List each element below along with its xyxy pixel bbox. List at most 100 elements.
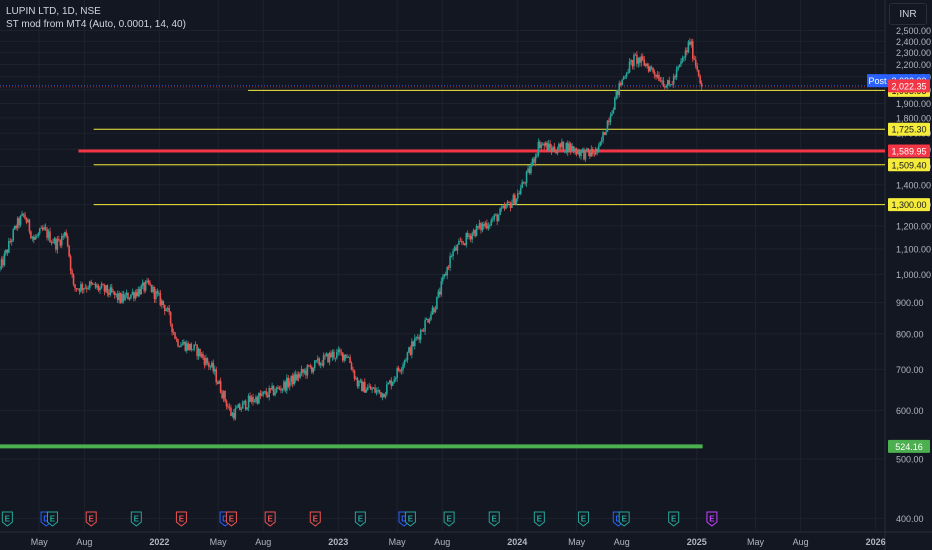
earnings-event-marker[interactable]: E [46, 511, 58, 527]
candle-body [409, 347, 412, 355]
candle-body [18, 218, 20, 226]
candle-body [337, 349, 340, 352]
horizontal-levels[interactable] [0, 85, 885, 449]
symbol-title[interactable]: LUPIN LTD, 1D, NSE [6, 6, 101, 17]
candle-body [497, 215, 500, 222]
candle-body [671, 83, 674, 85]
candle-body [137, 288, 140, 297]
candle-body [228, 406, 231, 408]
earnings-event-marker[interactable]: E [577, 511, 589, 527]
event-marker-glyph: E [50, 515, 56, 524]
earnings-event-marker[interactable]: E [309, 511, 321, 527]
candle-body [71, 270, 73, 275]
candle-body [255, 396, 257, 402]
candle-body [396, 367, 398, 379]
candle-body [12, 229, 15, 241]
candle-body [684, 50, 687, 58]
candle-body [421, 330, 423, 332]
event-marker-shape [309, 511, 321, 527]
event-marker-shape [533, 511, 545, 527]
earnings-event-marker[interactable]: E [264, 511, 276, 527]
candle-body [91, 283, 94, 285]
candle-body [268, 388, 270, 397]
event-marker-glyph: E [134, 515, 140, 524]
candle-body [8, 241, 10, 253]
earnings-event-marker[interactable]: E [85, 511, 97, 527]
candle-body [637, 57, 640, 64]
candle-body [124, 295, 126, 301]
candle-body [183, 341, 185, 344]
candle-body [108, 292, 110, 295]
earnings-event-marker[interactable]: E [443, 511, 455, 527]
candle-body [118, 293, 120, 301]
earnings-event-marker[interactable]: E [668, 511, 680, 527]
post-tag-bg [867, 74, 888, 88]
candle-body [486, 223, 488, 229]
candle-body [594, 148, 597, 155]
candle-body [531, 158, 534, 166]
candle-body [546, 142, 548, 152]
candle-body [143, 282, 145, 291]
indicator-title[interactable]: ST mod from MT4 (Auto, 0.0001, 14, 40) [6, 19, 186, 30]
candle-body [383, 393, 385, 398]
event-marker-glyph: E [671, 515, 677, 524]
candle-body [518, 193, 521, 195]
candle-body [275, 387, 278, 393]
earnings-event-marker[interactable]: E [533, 511, 545, 527]
candle-body [390, 380, 393, 386]
earnings-event-marker[interactable]: E [488, 511, 500, 527]
candle-body [103, 285, 106, 292]
y-tick-label: 1,200.00 [896, 221, 931, 231]
candles[interactable] [0, 38, 703, 421]
earnings-event-marker[interactable]: E [175, 511, 187, 527]
candle-body [444, 274, 447, 276]
time-axis[interactable]: May Aug 2022 May Aug 2023 May Aug 2024 May Aug 2025… [31, 537, 886, 547]
candle-body [6, 249, 9, 253]
candle-body [490, 219, 493, 226]
candle-body [253, 401, 256, 403]
x-tick-label: Aug [255, 537, 271, 547]
candle-body [380, 392, 382, 398]
candle-body [480, 223, 482, 231]
candle-body [25, 218, 28, 223]
candle-body [503, 205, 506, 209]
candle-body [171, 323, 173, 333]
candle-body [439, 291, 441, 295]
earnings-event-marker[interactable]: E [1, 511, 13, 527]
candle-body [83, 288, 85, 290]
candle-body [456, 244, 459, 251]
candle-body [359, 380, 362, 382]
earnings-event-marker[interactable]: E [404, 511, 416, 527]
candle-body [162, 300, 165, 306]
candle-body [188, 343, 191, 350]
earnings-event-marker[interactable]: E [130, 511, 142, 527]
candle-body [483, 224, 485, 227]
candle-body [374, 387, 376, 393]
candle-body [471, 233, 473, 240]
candle-body [519, 188, 522, 195]
candle-body [209, 366, 212, 368]
earnings-event-marker[interactable]: E [706, 511, 718, 527]
candle-body [21, 213, 23, 216]
earnings-event-marker[interactable]: E [618, 511, 630, 527]
candle-body [10, 240, 13, 242]
candle-body [403, 360, 406, 365]
candle-body [349, 357, 351, 364]
earnings-event-marker[interactable]: E [225, 511, 237, 527]
candle-body [587, 148, 590, 153]
candle-body [487, 225, 490, 229]
candle-body [77, 288, 79, 290]
currency-button[interactable]: INR [889, 3, 927, 25]
candle-body [515, 198, 518, 205]
earnings-event-marker[interactable]: E [354, 511, 366, 527]
y-tick-label: 500.00 [896, 454, 924, 464]
event-marker-glyph: E [229, 515, 235, 524]
candle-body [418, 336, 421, 340]
candle-body [447, 267, 450, 268]
candle-body [477, 225, 479, 228]
y-tick-label: 1,900.00 [896, 99, 931, 109]
candle-body [493, 215, 496, 220]
candle-body [386, 384, 388, 395]
